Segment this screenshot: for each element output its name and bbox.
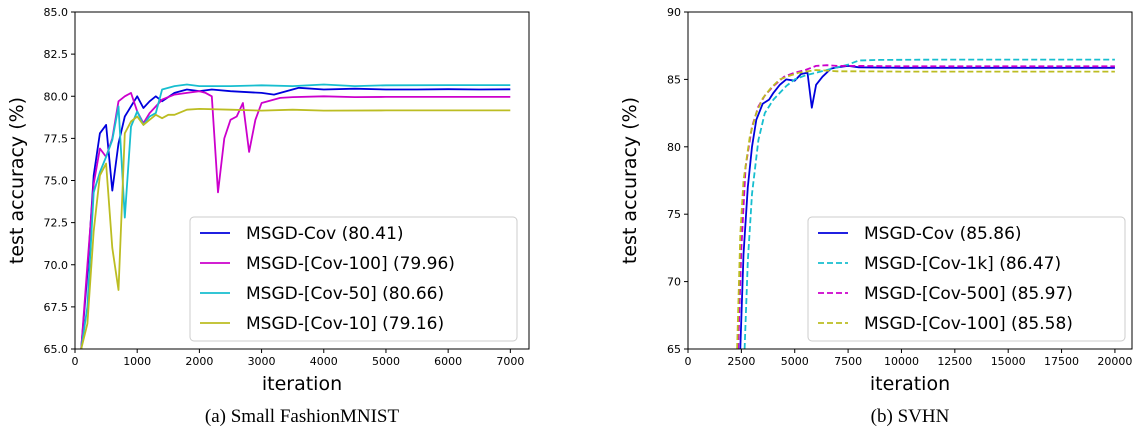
series-line-1 <box>80 86 511 349</box>
x-tick-label: 4000 <box>310 355 338 368</box>
legend: MSGD-Cov (80.41) MSGD-[Cov-100] (79.96) MS… <box>189 216 518 342</box>
legend-label-4: MSGD-[Cov-10] (79.16) <box>246 314 444 334</box>
legend-label-2: MSGD-[Cov-100] (79.96) <box>246 254 455 274</box>
y-axis-label: test accuracy (%) <box>619 97 641 264</box>
y-tick-label: 90 <box>667 6 681 19</box>
x-tick-label: 5000 <box>781 355 809 368</box>
y-tick-label: 82.5 <box>44 48 69 61</box>
series-line-3 <box>80 83 511 349</box>
legend-label-3: MSGD-[Cov-50] (80.66) <box>246 284 444 304</box>
y-tick-label: 85.0 <box>44 6 69 19</box>
y-tick-label: 75 <box>667 208 681 221</box>
y-tick-label: 75.0 <box>44 175 69 188</box>
chart-b: 0 2500 5000 7500 10000 12500 15000 17500 20000 65… <box>619 6 1133 395</box>
y-tick-label: 80 <box>667 141 681 154</box>
x-tick-label: 5000 <box>372 355 400 368</box>
x-tick-label: 0 <box>72 355 79 368</box>
x-tick-label: 7000 <box>496 355 524 368</box>
caption-b: (b) SVHN <box>870 406 950 427</box>
legend-label-4: MSGD-[Cov-100] (85.58) <box>864 314 1073 334</box>
series-line-2 <box>743 58 1115 349</box>
legend-box <box>807 216 1126 342</box>
plot-frame <box>687 11 1133 350</box>
y-tick-label: 70 <box>667 276 681 289</box>
x-tick-label: 0 <box>685 355 692 368</box>
x-tick-label: 15000 <box>991 355 1026 368</box>
x-tick-label: 2000 <box>185 355 213 368</box>
legend-label-1: MSGD-Cov (80.41) <box>246 224 404 244</box>
legend-box <box>189 216 518 342</box>
y-tick-label: 67.5 <box>44 301 69 314</box>
y-tick-label: 70.0 <box>44 259 69 272</box>
x-tick-label: 1000 <box>123 355 151 368</box>
chart-a: 0 1000 2000 3000 4000 5000 6000 7000 65.0 67.5 70.… <box>6 6 530 395</box>
x-axis-label: iteration <box>262 373 342 395</box>
legend-label-2: MSGD-[Cov-1k] (86.47) <box>864 254 1061 274</box>
legend: MSGD-Cov (85.86) MSGD-[Cov-1k] (86.47) MSG… <box>807 216 1126 342</box>
x-axis-label: iteration <box>870 373 950 395</box>
x-tick-label: 7500 <box>834 355 862 368</box>
x-tick-label: 12500 <box>937 355 972 368</box>
x-tick-label: 10000 <box>884 355 919 368</box>
caption-a: (a) Small FashionMNIST <box>204 406 400 427</box>
y-tick-label: 72.5 <box>44 217 69 230</box>
x-tick-label: 2500 <box>727 355 755 368</box>
y-tick-label: 77.5 <box>44 132 69 145</box>
x-tick-label: 17500 <box>1044 355 1079 368</box>
y-tick-label: 85 <box>667 73 681 86</box>
y-axis-label: test accuracy (%) <box>6 97 28 264</box>
x-tick-label: 6000 <box>434 355 462 368</box>
x-tick-label: 3000 <box>248 355 276 368</box>
legend-label-3: MSGD-[Cov-500] (85.97) <box>864 284 1073 304</box>
y-tick-label: 80.0 <box>44 90 69 103</box>
y-tick-label: 65.0 <box>44 343 69 356</box>
legend-label-1: MSGD-Cov (85.86) <box>864 224 1022 244</box>
y-tick-label: 65 <box>667 343 681 356</box>
x-tick-label: 20000 <box>1097 355 1132 368</box>
series-line-4 <box>80 108 511 349</box>
